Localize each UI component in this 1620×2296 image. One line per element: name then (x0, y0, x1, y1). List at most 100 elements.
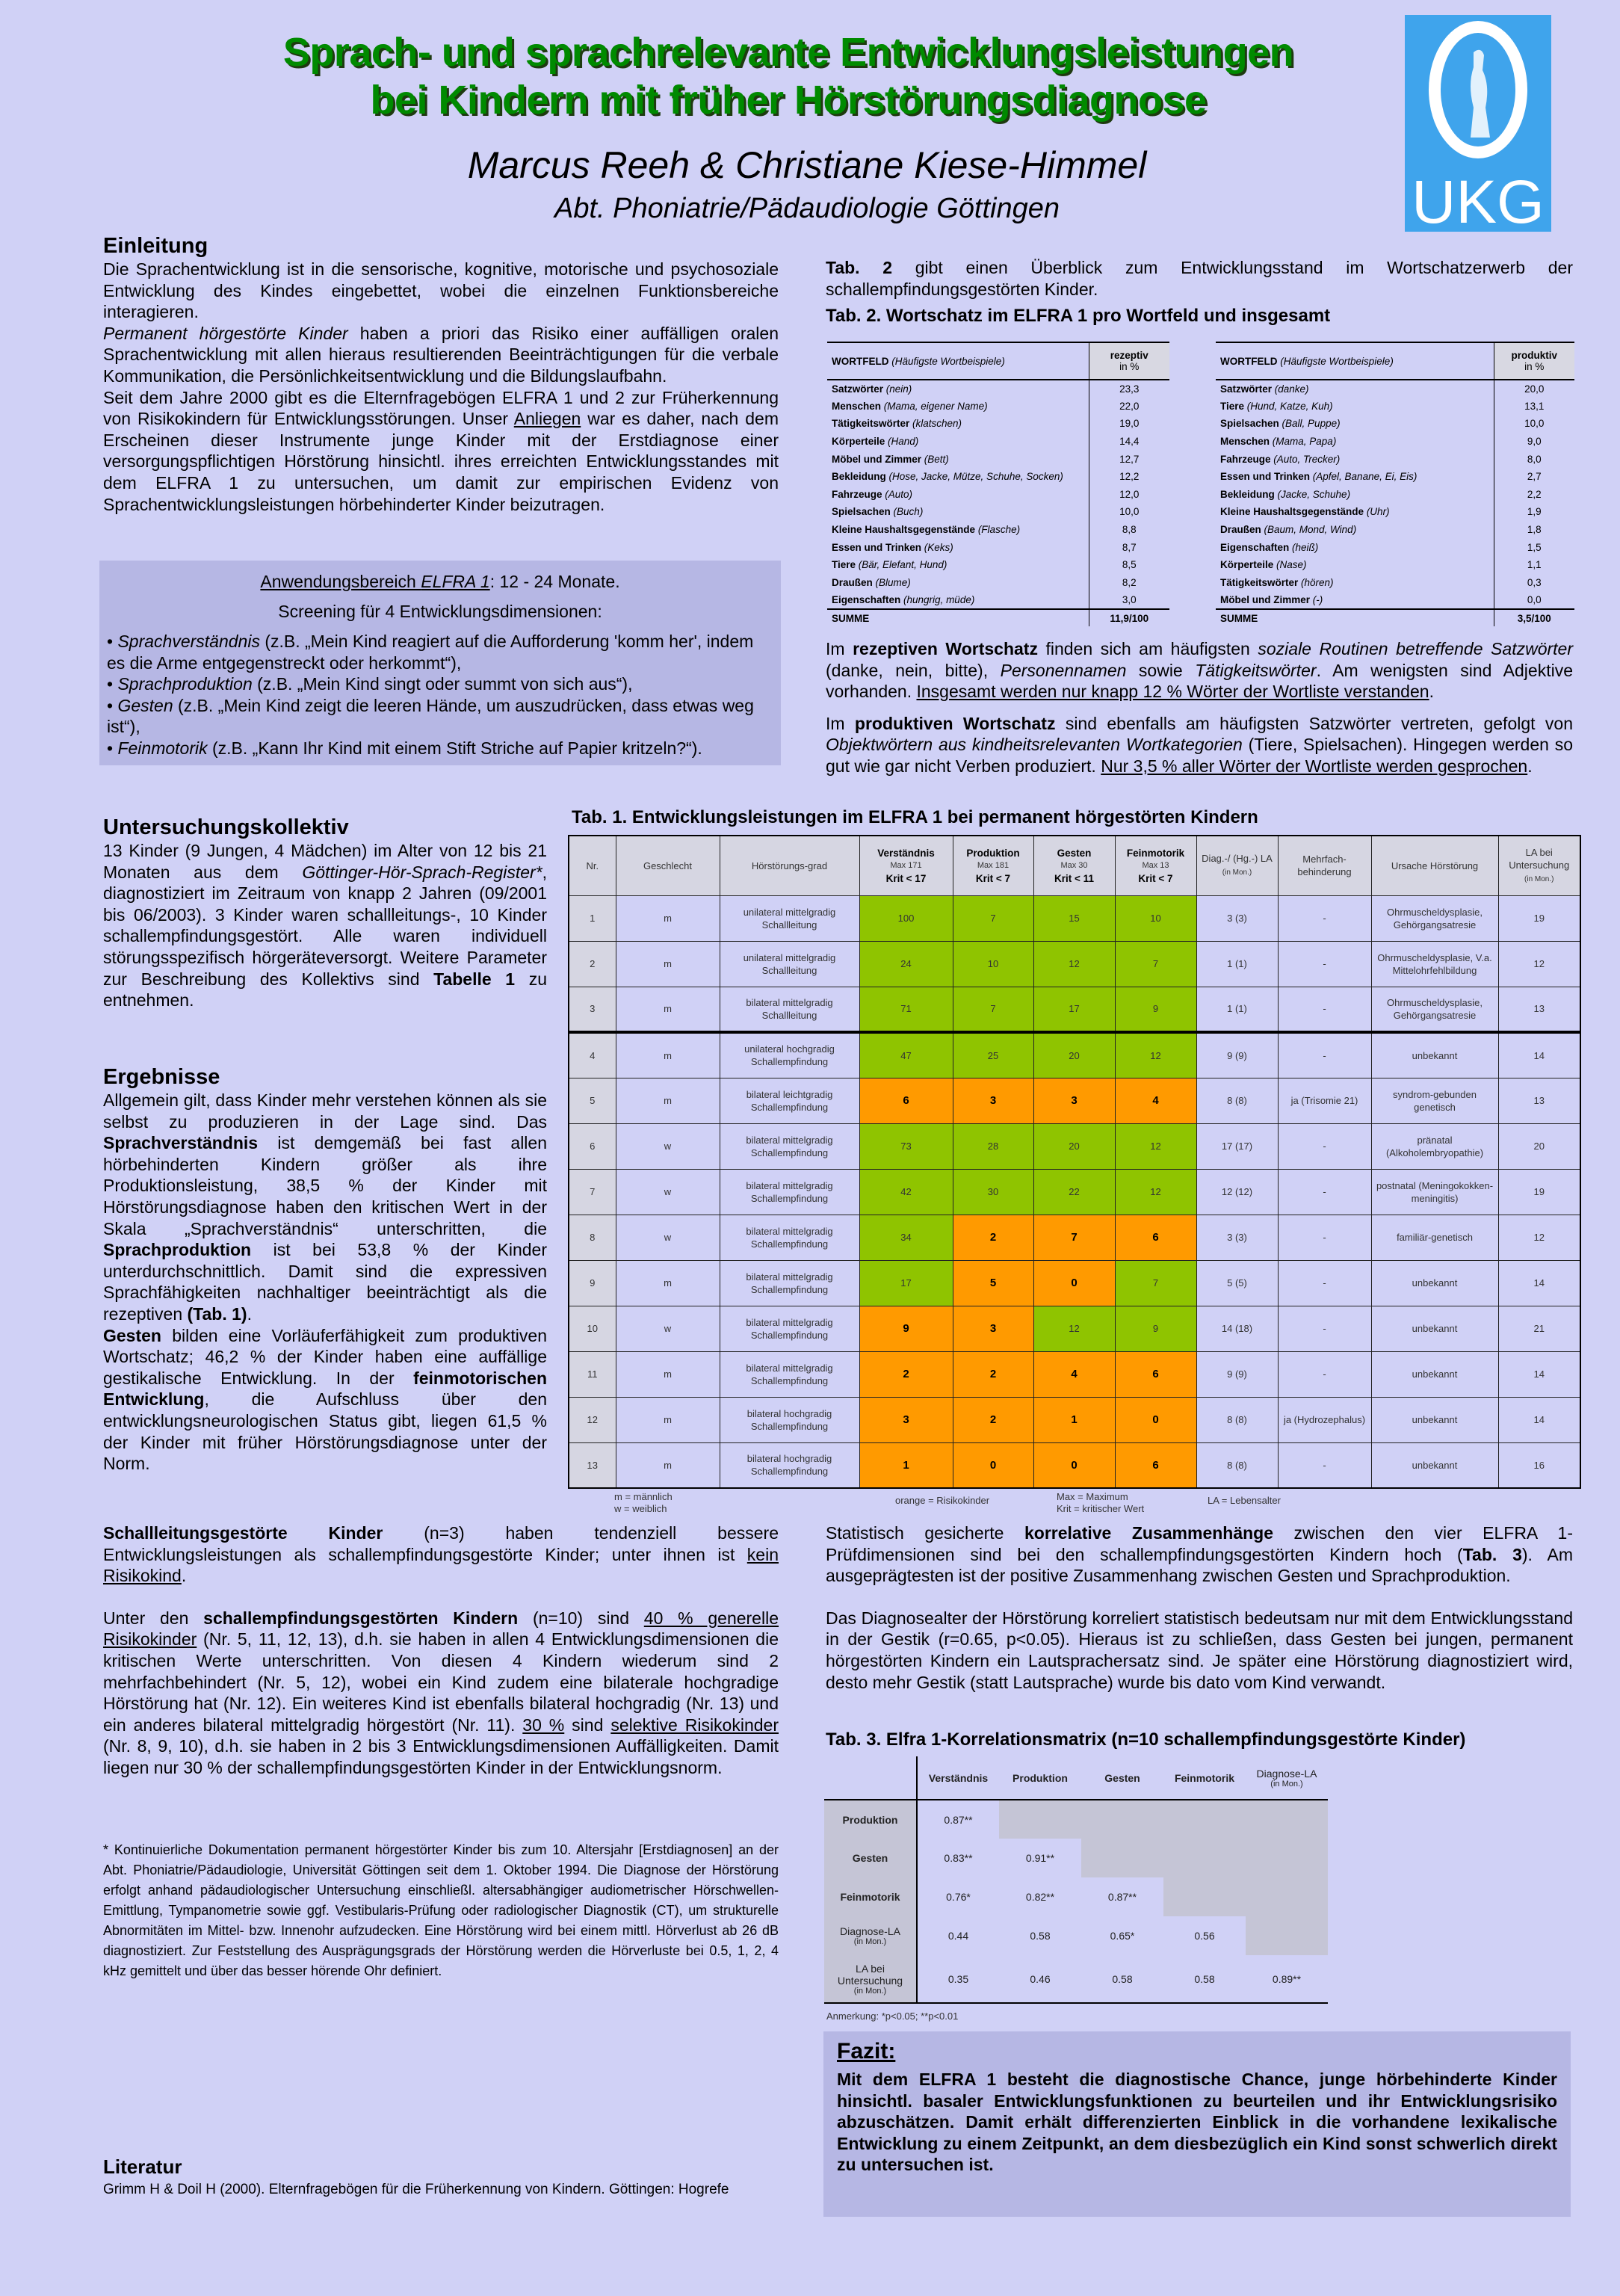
score-cell-risk: 1 (859, 1442, 953, 1489)
value-cell: 0,3 (1493, 573, 1574, 592)
wortfeld-cell: Möbel und Zimmer (Bett) (827, 450, 1089, 468)
wortfeld-cell: Körperteile (Hand) (827, 433, 1089, 451)
mehrfach-cell: ja (Hydrozephalus) (1277, 1396, 1372, 1443)
la-cell: 20 (1497, 1123, 1581, 1170)
correlation-cell: 0.46 (999, 1955, 1081, 2004)
wortfeld-cell: Essen und Trinken (Apfel, Banane, Ei, Ei… (1216, 468, 1494, 486)
fazit-box: Fazit: Mit dem ELFRA 1 besteht die diagn… (823, 2031, 1571, 2217)
sex-cell: m (615, 1259, 720, 1306)
elfra-info-box: Anwendungsbereich ELFRA 1: 12 - 24 Monat… (99, 561, 781, 765)
empty-cell (1163, 1839, 1246, 1877)
text-run: Objektwörtern aus kindheitsrelevanten Wo… (826, 735, 1243, 755)
text-run: war es daher, nach dem Erscheinen dieser… (103, 409, 779, 514)
tab3-table: Verständnis Produktion Gesten Feinmotorik Di… (824, 1756, 1328, 2004)
score-cell-risk: 3 (952, 1077, 1034, 1124)
score-cell-risk: 2 (952, 1351, 1034, 1398)
row-label: Feinmotorik (824, 1877, 918, 1916)
la-cell: 14 (1497, 1396, 1581, 1443)
table-row: 6 w bilateral mittelgradig Schallempfindun… (568, 1123, 1581, 1170)
column-header: Gesten Max 30 Krit < 11 (1033, 835, 1116, 896)
mehrfach-cell: - (1277, 895, 1372, 942)
score-cell: 47 (859, 1031, 953, 1078)
column-label: Gesten (1104, 1771, 1140, 1784)
diag-la-cell: 5 (5) (1196, 1259, 1279, 1306)
value-cell: 12,2 (1088, 467, 1169, 486)
text-run: finden sich am häufigsten (1037, 639, 1258, 658)
authors: Marcus Reeh & Christiane Kiese-Himmel (467, 144, 1147, 186)
column-header: Geschlecht (615, 835, 720, 896)
table-row: 12 m bilateral hochgradig Schallempfindung… (568, 1396, 1581, 1443)
column-header: LA bei Untersuchung (in Mon.) (1497, 835, 1581, 896)
table-row: Produktion 0.87** (824, 1800, 1328, 1839)
text-run: . (1429, 682, 1434, 702)
poster-title: Sprach- und sprachrelevante Entwicklungs… (187, 28, 1390, 124)
score-cell-risk: 3 (859, 1396, 953, 1443)
wortfeld-example: (Auto) (882, 488, 913, 500)
correlation-cell: 0.35 (917, 1955, 999, 2004)
wortfeld-example: (-) (1310, 593, 1323, 605)
wortfeld-name: Satzwörter (832, 383, 884, 395)
wortfeld-name: Tiere (1220, 400, 1245, 412)
empty-cell (1246, 1800, 1328, 1839)
ursache-cell: familiär-genetisch (1370, 1214, 1499, 1261)
diag-la-cell: 9 (9) (1196, 1031, 1279, 1078)
score-cell-risk: 2 (859, 1351, 953, 1398)
nr-cell: 10 (568, 1305, 616, 1352)
wortfeld-example: (Nase) (1273, 559, 1307, 571)
nr-cell: 4 (568, 1031, 616, 1078)
text-run: Im (826, 713, 855, 733)
wortfeld-cell: Tiere (Bär, Elefant, Hund) (827, 556, 1089, 574)
value-cell: 8,5 (1088, 555, 1169, 574)
correlation-cell: 0.87** (1107, 1891, 1137, 1903)
score-cell: 7 (952, 986, 1034, 1033)
text-run: (danke, nein, bitte), (826, 660, 1001, 680)
row-label-text: Produktion (842, 1813, 898, 1826)
row-label: Produktion (824, 1800, 918, 1839)
mehrfach-cell: - (1277, 1031, 1372, 1078)
wortfeld-name: Tätigkeitswörter (1220, 576, 1299, 588)
score-cell: 12 (1114, 1031, 1197, 1078)
text-run: Sprachverständnis (117, 632, 260, 651)
text-run: • (107, 738, 118, 758)
wortfeld-header: WORTFELD (Häufigste Wortbeispiele) (1216, 342, 1494, 380)
paragraph: Anwendungsbereich ELFRA 1: 12 - 24 Monat… (107, 567, 773, 596)
score-cell-risk: 0 (1033, 1442, 1116, 1489)
mehrfach-cell: - (1277, 1123, 1372, 1170)
score-cell: 10 (952, 940, 1034, 987)
ursache-cell: Ohrmuscheldysplasie, V.a. Mittelohrfehlb… (1370, 940, 1499, 987)
nr-cell: 9 (568, 1259, 616, 1306)
score-cell: 7 (952, 895, 1034, 942)
text-run: Screening für 4 Entwicklungsdimensionen: (278, 602, 602, 621)
wortfeld-name: Fahrzeuge (1220, 453, 1271, 465)
wortfeld-name: Eigenschaften (1220, 541, 1290, 553)
ursache-cell: pränatal (Alkoholembryopathie) (1370, 1123, 1499, 1170)
text-run: ist bei 53,8 % der Kinder unterdurchschn… (103, 1240, 547, 1324)
grad-cell: bilateral mittelgradig Schallempfindung (719, 1168, 860, 1215)
text-run: Gesten (103, 1325, 161, 1345)
wortfeld-name: Möbel und Zimmer (1220, 593, 1311, 605)
elfra-box-lines: Anwendungsbereich ELFRA 1: 12 - 24 Monat… (107, 567, 773, 626)
score-cell: 24 (859, 940, 953, 987)
correlation-cell: 0.58 (1030, 1930, 1051, 1942)
wortfeld-name: Menschen (1220, 436, 1270, 448)
section-lower-left: Schallleitungsgestörte Kinder (n=3) habe… (103, 1522, 779, 1779)
row-unit: (in Mon.) (853, 1937, 887, 1946)
wortfeld-name: Kleine Haushaltsgegenstände (1220, 506, 1364, 518)
table-row: Fahrzeuge (Auto) 12,0 (827, 485, 1169, 504)
score-cell: 12 (1033, 1305, 1116, 1352)
einleitung-text: Die Sprachentwicklung ist in die sensori… (103, 259, 779, 515)
wortfeld-cell: Bekleidung (Hose, Jacke, Mütze, Schuhe, … (827, 468, 1089, 486)
mehrfach-cell: - (1277, 940, 1372, 987)
paragraph: Screening für 4 Entwicklungsdimensionen: (107, 596, 773, 626)
paragraph: Im rezeptiven Wortschatz finden sich am … (826, 638, 1573, 703)
text-run: rezeptiven Wortschatz (853, 639, 1038, 658)
wortfeld-name: Eigenschaften (832, 593, 901, 605)
value-cell: 1,9 (1493, 503, 1574, 521)
value-cell: 8,8 (1088, 520, 1169, 539)
wortfeld-example: (Hand) (885, 436, 919, 448)
wortfeld-cell: Kleine Haushaltsgegenstände (Uhr) (1216, 503, 1494, 521)
table-row: Spielsachen (Buch) 10,0 (827, 503, 1169, 521)
table-row: Menschen (Mama, eigener Name) 22,0 (827, 397, 1169, 416)
column-header: Ursache Hörstörung (1370, 835, 1499, 896)
correlation-cell: 0.89** (1246, 1955, 1328, 2004)
